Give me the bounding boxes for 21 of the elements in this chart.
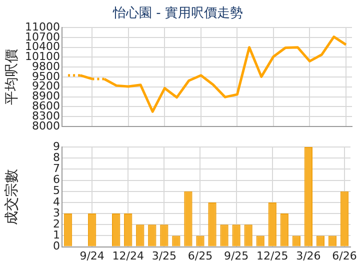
x-tick-label: 3/25	[152, 249, 177, 262]
x-tick-label: 6/25	[188, 249, 213, 262]
y-tick-label: 3	[53, 206, 60, 220]
y-tick-label: 6	[53, 173, 60, 186]
y-tick-label: 0	[53, 240, 60, 253]
x-tick-label: 9/24	[80, 249, 104, 262]
y-tick-label: 9	[53, 140, 60, 153]
y-axis-title: 成交宗數	[4, 168, 20, 225]
y-tick-label: 2	[53, 217, 60, 230]
y-tick-label: 1	[53, 228, 60, 242]
y-tick-label: 4	[53, 195, 60, 208]
y-tick-label: 8	[53, 150, 60, 164]
x-tick-label: 9/25	[224, 249, 249, 262]
x-tick-label: 6/26	[332, 249, 357, 262]
x-tick-label: 12/24	[112, 249, 144, 262]
chart-title: 怡心園 - 實用呎價走勢	[112, 5, 243, 22]
y-axis-title: 平均呎價	[4, 49, 20, 105]
y-tick-label: 5	[53, 184, 60, 198]
x-tick-label: 3/26	[296, 249, 321, 262]
y-tick-label: 7	[53, 162, 60, 176]
x-tick-label: 12/25	[256, 249, 288, 262]
